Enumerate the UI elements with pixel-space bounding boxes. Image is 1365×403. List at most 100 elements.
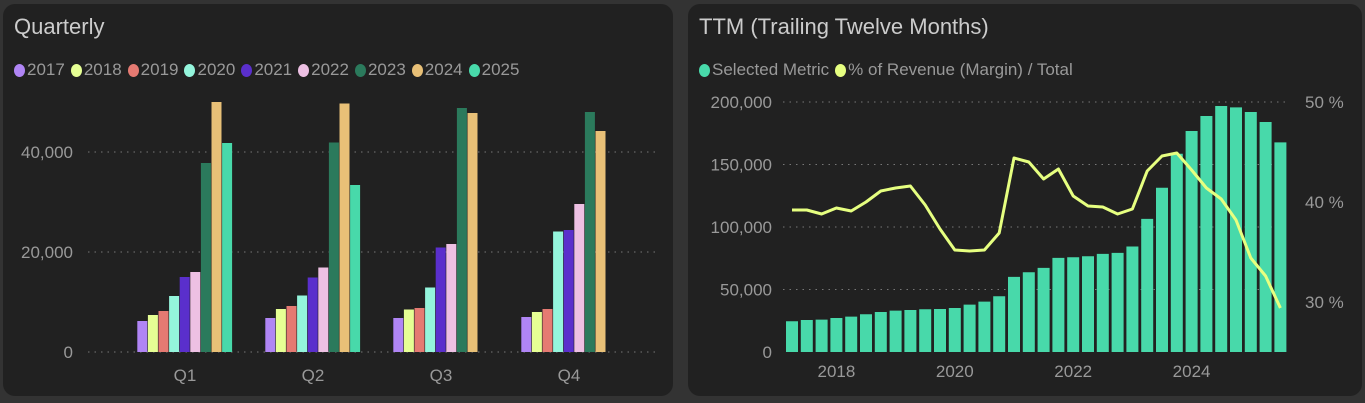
bar-2020-Q2: [297, 295, 308, 352]
ttm-bar: [1156, 187, 1168, 352]
x-tick-label: Q2: [302, 366, 325, 385]
ttm-bar: [919, 309, 932, 352]
y-tick-label: 200,000: [711, 93, 772, 112]
bar-2024-Q2: [339, 103, 350, 352]
ttm-bar: [934, 309, 946, 352]
bar-2024-Q4: [595, 131, 606, 352]
legend-item[interactable]: 2017: [14, 60, 65, 80]
legend-item[interactable]: 2021: [241, 60, 292, 80]
ttm-bar: [1259, 122, 1272, 352]
legend: 2017 2018 2019 2020 2021 2022 2023 2024 2025: [14, 60, 519, 80]
legend-dot-icon: [14, 63, 25, 77]
legend-dot-icon: [699, 63, 710, 77]
x-tick-label: Q4: [558, 366, 581, 385]
bar-2023-Q1: [200, 163, 211, 352]
legend-label: 2023: [367, 60, 406, 79]
legend-label: 2021: [254, 60, 293, 79]
x-tick-label: 2022: [1054, 362, 1092, 381]
ttm-bar: [845, 316, 858, 352]
ttm-bar: [1126, 246, 1139, 352]
y2-tick-label: 50 %: [1305, 93, 1344, 112]
bar-2025-Q1: [222, 143, 233, 352]
bar-2022-Q2: [318, 267, 329, 352]
bar-2018-Q4: [531, 312, 542, 352]
bar-2019-Q3: [414, 308, 425, 352]
ttm-bar: [978, 301, 991, 352]
legend-dot-icon: [298, 63, 310, 77]
legend-label: 2019: [140, 60, 179, 79]
y-tick-label: 150,000: [711, 156, 772, 175]
ttm-bar: [963, 304, 976, 352]
x-tick-label: 2024: [1173, 362, 1211, 381]
ttm-bar: [1052, 257, 1065, 352]
ttm-bar: [1185, 131, 1198, 352]
bar-2020-Q4: [553, 231, 564, 352]
bar-2021-Q2: [307, 277, 318, 352]
bar-2017-Q1: [137, 321, 148, 352]
legend-item[interactable]: 2024: [411, 60, 463, 80]
ttm-bar: [1274, 142, 1287, 352]
legend-item[interactable]: 2020: [184, 60, 235, 80]
legend-item[interactable]: 2023: [354, 60, 406, 80]
legend-item[interactable]: Selected Metric: [699, 60, 829, 80]
ttm-bar: [1037, 267, 1050, 352]
x-tick-label: Q1: [174, 366, 197, 385]
ttm-bar: [1230, 107, 1242, 352]
ttm-bar: [1082, 256, 1094, 352]
legend-label: 2018: [83, 60, 122, 79]
ttm-bar: [904, 310, 917, 352]
legend-dot-icon: [127, 63, 139, 77]
ttm-bar: [1215, 106, 1228, 352]
legend-item[interactable]: % of Revenue (Margin) / Total: [835, 60, 1073, 80]
ttm-bar: [948, 308, 961, 352]
y-tick-label: 50,000: [720, 281, 772, 300]
ttm-bar: [1244, 112, 1257, 352]
chart-title: TTM (Trailing Twelve Months): [699, 14, 989, 39]
bar-2019-Q2: [286, 306, 297, 352]
bar-2021-Q4: [563, 230, 574, 352]
legend-item[interactable]: 2025: [468, 60, 520, 80]
ttm-bar: [889, 310, 902, 352]
y-tick-label: 40,000: [21, 143, 73, 162]
bar-2022-Q3: [446, 244, 457, 352]
legend-dot-icon: [468, 63, 480, 77]
legend-dot-icon: [411, 63, 423, 77]
ttm-bar: [860, 314, 872, 352]
legend-label: 2017: [27, 60, 65, 79]
y-tick-label: 100,000: [711, 218, 772, 237]
bar-2023-Q4: [584, 112, 595, 352]
ttm-bar: [1141, 218, 1154, 352]
legend-dot-icon: [835, 63, 847, 77]
ttm-bar: [1022, 272, 1035, 352]
ttm-bar: [993, 296, 1006, 352]
legend-dot-icon: [184, 63, 196, 77]
ttm-bar: [874, 312, 887, 352]
y-tick-label: 20,000: [21, 243, 73, 262]
bar-2024-Q3: [467, 113, 478, 352]
ttm-bar: [1200, 116, 1213, 352]
y2-tick-label: 30 %: [1305, 293, 1344, 312]
bar-2023-Q2: [328, 142, 339, 352]
legend: Selected Metric % of Revenue (Margin) / T…: [699, 60, 1073, 80]
chart-title: Quarterly: [14, 14, 105, 39]
legend-item[interactable]: 2019: [127, 60, 179, 80]
bar-2017-Q4: [521, 317, 532, 352]
bar-2019-Q1: [158, 311, 169, 352]
legend-item[interactable]: 2022: [298, 60, 349, 80]
bar-2019-Q4: [542, 309, 553, 352]
legend-label: Selected Metric: [712, 60, 830, 79]
y-tick-label: 0: [763, 343, 772, 362]
bar-2023-Q3: [456, 108, 467, 352]
legend-label: 2025: [481, 60, 520, 79]
bar-2018-Q2: [275, 309, 286, 352]
ttm-bar: [800, 320, 813, 352]
ttm-bar: [1170, 153, 1183, 352]
bar-2017-Q2: [265, 318, 276, 352]
margin-line: [792, 151, 1282, 309]
legend-label: 2020: [197, 60, 236, 79]
legend-item[interactable]: 2018: [70, 60, 122, 80]
bar-2018-Q1: [147, 315, 158, 352]
ttm-bar: [1111, 252, 1124, 352]
bar-2020-Q1: [169, 296, 180, 352]
